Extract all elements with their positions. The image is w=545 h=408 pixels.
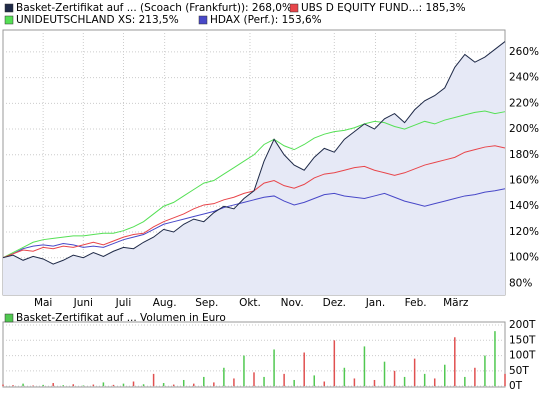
bar (433, 378, 436, 387)
x-tick-label: Nov. (281, 297, 304, 309)
bar (152, 373, 155, 387)
bar (122, 383, 125, 387)
bar (92, 384, 95, 387)
line (2, 41, 506, 265)
y-tick-label: 0T (509, 380, 523, 392)
bar (112, 384, 115, 387)
bar (273, 349, 275, 387)
legend-label: UBS D EQUITY FUND...: 185,3% (301, 2, 466, 14)
bar (233, 378, 235, 387)
bar (172, 384, 175, 387)
legend-label: UNIDEUTSCHLAND XS: 213,5% (16, 14, 179, 26)
bar (383, 361, 386, 387)
y-tick-label: 140% (509, 200, 539, 212)
x-tick-label: Okt. (239, 297, 261, 309)
bar (142, 384, 145, 387)
legend-label: HDAX (Perf.): 153,6% (210, 14, 322, 26)
bar (444, 364, 446, 387)
x-tick-label: März (443, 297, 469, 309)
x-tick-label: Sep. (195, 297, 218, 309)
x-tick-label: Dez. (323, 297, 346, 309)
line (2, 110, 506, 259)
bar (102, 382, 105, 387)
y-tick-label: 200T (509, 319, 536, 331)
y-tick-label: 50T (509, 365, 529, 377)
bar (193, 383, 195, 387)
y-tick-label: 220% (509, 97, 539, 109)
bar (203, 376, 205, 387)
y-tick-label: 260% (509, 46, 539, 58)
x-tick-label: Aug. (153, 297, 177, 309)
bar (12, 385, 14, 387)
bar (72, 384, 75, 387)
y-tick-label: 120% (509, 226, 539, 238)
bar (323, 381, 326, 387)
bar (62, 385, 64, 387)
legend-swatch (4, 15, 14, 25)
legend-swatch (4, 313, 14, 323)
bar (162, 383, 165, 387)
bar (32, 385, 34, 387)
bar (343, 367, 346, 387)
legend-swatch (198, 15, 208, 25)
bar (403, 376, 406, 387)
bar (313, 375, 315, 387)
bar (454, 337, 456, 387)
bar (243, 355, 245, 387)
bar (283, 373, 285, 387)
bar (494, 331, 496, 387)
bar (82, 385, 85, 387)
y-tick-label: 160% (509, 175, 539, 187)
bar (363, 346, 366, 387)
x-tick-label: Jan. (365, 297, 386, 309)
x-tick-label: Feb. (405, 297, 427, 309)
bar (293, 379, 295, 387)
bar (52, 383, 54, 387)
bar (504, 373, 506, 387)
legend-label: Basket-Zertifikat auf ... (Scoach (Frank… (16, 2, 292, 14)
legend-swatch (289, 3, 299, 13)
bar (182, 379, 185, 387)
area (3, 41, 505, 296)
bar (393, 370, 396, 387)
y-tick-label: 200% (509, 123, 539, 135)
x-tick-label: Mai (34, 297, 52, 309)
bar (223, 367, 225, 387)
x-tick-label: Juli (115, 297, 132, 309)
bar (484, 355, 486, 387)
bar (333, 340, 336, 387)
y-tick-label: 180% (509, 149, 539, 161)
bar (474, 367, 476, 387)
bar (303, 352, 305, 387)
x-tick-label: Juni (73, 297, 93, 309)
bar (353, 378, 356, 387)
bar (263, 376, 265, 387)
bar (2, 384, 4, 387)
bar (464, 376, 466, 387)
legend-label: Basket-Zertifikat auf ... Volumen in Eur… (16, 312, 226, 324)
bar (423, 373, 426, 387)
line (2, 188, 506, 259)
bar (213, 382, 215, 387)
y-tick-label: 100% (509, 252, 539, 264)
bar (373, 379, 376, 387)
bar (42, 384, 44, 387)
y-tick-label: 240% (509, 72, 539, 84)
y-tick-label: 80% (509, 277, 532, 289)
bar (132, 381, 135, 387)
y-tick-label: 100T (509, 350, 536, 362)
bar (253, 372, 255, 387)
y-tick-label: 150T (509, 334, 536, 346)
bar (22, 383, 24, 387)
legend-swatch (4, 3, 14, 13)
bar (413, 358, 416, 387)
